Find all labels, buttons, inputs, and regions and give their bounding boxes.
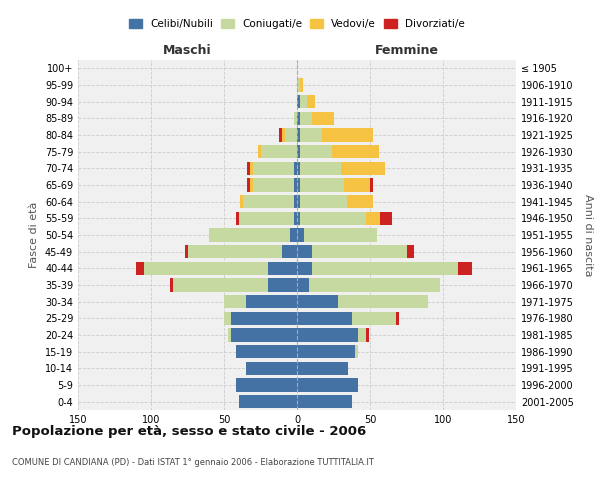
Bar xyxy=(286,128,297,141)
Bar xyxy=(370,178,373,192)
Y-axis label: Anni di nascita: Anni di nascita xyxy=(583,194,593,276)
Bar xyxy=(294,212,297,225)
Bar xyxy=(297,312,352,325)
Text: COMUNE DI CANDIANA (PD) - Dati ISTAT 1° gennaio 2006 - Elaborazione TUTTITALIA.I: COMUNE DI CANDIANA (PD) - Dati ISTAT 1° … xyxy=(12,458,374,467)
Bar xyxy=(300,212,365,225)
Bar xyxy=(247,178,250,192)
Bar xyxy=(300,78,303,92)
Bar xyxy=(250,178,253,192)
Bar xyxy=(297,95,300,108)
Bar xyxy=(297,362,348,375)
Bar xyxy=(344,178,370,192)
Bar xyxy=(358,328,365,342)
Bar xyxy=(300,178,344,192)
Bar xyxy=(239,395,297,408)
Bar xyxy=(297,295,338,308)
Bar xyxy=(341,162,385,175)
Bar xyxy=(268,262,297,275)
Bar xyxy=(283,245,297,258)
Bar xyxy=(239,212,294,225)
Bar xyxy=(246,295,297,308)
Y-axis label: Fasce di età: Fasce di età xyxy=(29,202,39,268)
Bar xyxy=(297,145,300,158)
Text: Popolazione per età, sesso e stato civile - 2006: Popolazione per età, sesso e stato civil… xyxy=(12,425,366,438)
Bar xyxy=(307,95,314,108)
Bar xyxy=(257,145,260,158)
Bar xyxy=(224,312,232,325)
Bar xyxy=(280,128,283,141)
Bar xyxy=(300,95,307,108)
Bar xyxy=(352,312,396,325)
Bar xyxy=(297,178,300,192)
Bar xyxy=(365,212,380,225)
Bar xyxy=(355,345,358,358)
Bar xyxy=(300,112,311,125)
Bar xyxy=(290,228,297,241)
Bar xyxy=(253,162,294,175)
Bar xyxy=(297,278,308,291)
Bar xyxy=(185,245,188,258)
Bar xyxy=(297,328,358,342)
Bar xyxy=(380,212,392,225)
Bar xyxy=(297,245,311,258)
Bar xyxy=(297,378,358,392)
Bar xyxy=(322,128,373,141)
Bar xyxy=(246,362,297,375)
Bar xyxy=(297,262,311,275)
Text: Femmine: Femmine xyxy=(374,44,439,57)
Bar xyxy=(224,295,246,308)
Bar xyxy=(338,295,428,308)
Bar xyxy=(236,345,297,358)
Bar xyxy=(260,145,297,158)
Bar xyxy=(268,278,297,291)
Bar xyxy=(458,262,472,275)
Bar xyxy=(229,328,232,342)
Bar xyxy=(236,378,297,392)
Bar xyxy=(396,312,399,325)
Bar xyxy=(407,245,414,258)
Bar xyxy=(297,128,300,141)
Bar xyxy=(304,228,377,241)
Bar xyxy=(294,162,297,175)
Bar xyxy=(297,228,304,241)
Bar xyxy=(297,162,300,175)
Bar xyxy=(240,195,243,208)
Legend: Celibi/Nubili, Coniugati/e, Vedovi/e, Divorziati/e: Celibi/Nubili, Coniugati/e, Vedovi/e, Di… xyxy=(125,14,469,33)
Bar xyxy=(297,212,300,225)
Bar xyxy=(300,195,347,208)
Bar xyxy=(283,128,286,141)
Bar xyxy=(253,178,294,192)
Bar xyxy=(144,262,268,275)
Bar xyxy=(365,328,368,342)
Bar xyxy=(300,162,341,175)
Bar xyxy=(209,228,290,241)
Bar xyxy=(187,245,283,258)
Bar xyxy=(332,145,379,158)
Bar xyxy=(232,328,297,342)
Bar xyxy=(170,278,173,291)
Bar xyxy=(297,345,355,358)
Bar xyxy=(308,278,440,291)
Bar xyxy=(311,112,334,125)
Bar xyxy=(243,195,294,208)
Text: Maschi: Maschi xyxy=(163,44,212,57)
Bar xyxy=(300,128,322,141)
Bar xyxy=(347,195,373,208)
Bar xyxy=(236,212,239,225)
Bar xyxy=(294,178,297,192)
Bar xyxy=(250,162,253,175)
Bar xyxy=(232,312,297,325)
Bar xyxy=(311,245,407,258)
Bar xyxy=(297,395,352,408)
Bar xyxy=(300,145,332,158)
Bar xyxy=(297,112,300,125)
Bar xyxy=(247,162,250,175)
Bar xyxy=(311,262,458,275)
Bar xyxy=(136,262,144,275)
Bar xyxy=(294,112,297,125)
Bar xyxy=(294,195,297,208)
Bar xyxy=(297,78,300,92)
Bar xyxy=(173,278,268,291)
Bar xyxy=(297,195,300,208)
